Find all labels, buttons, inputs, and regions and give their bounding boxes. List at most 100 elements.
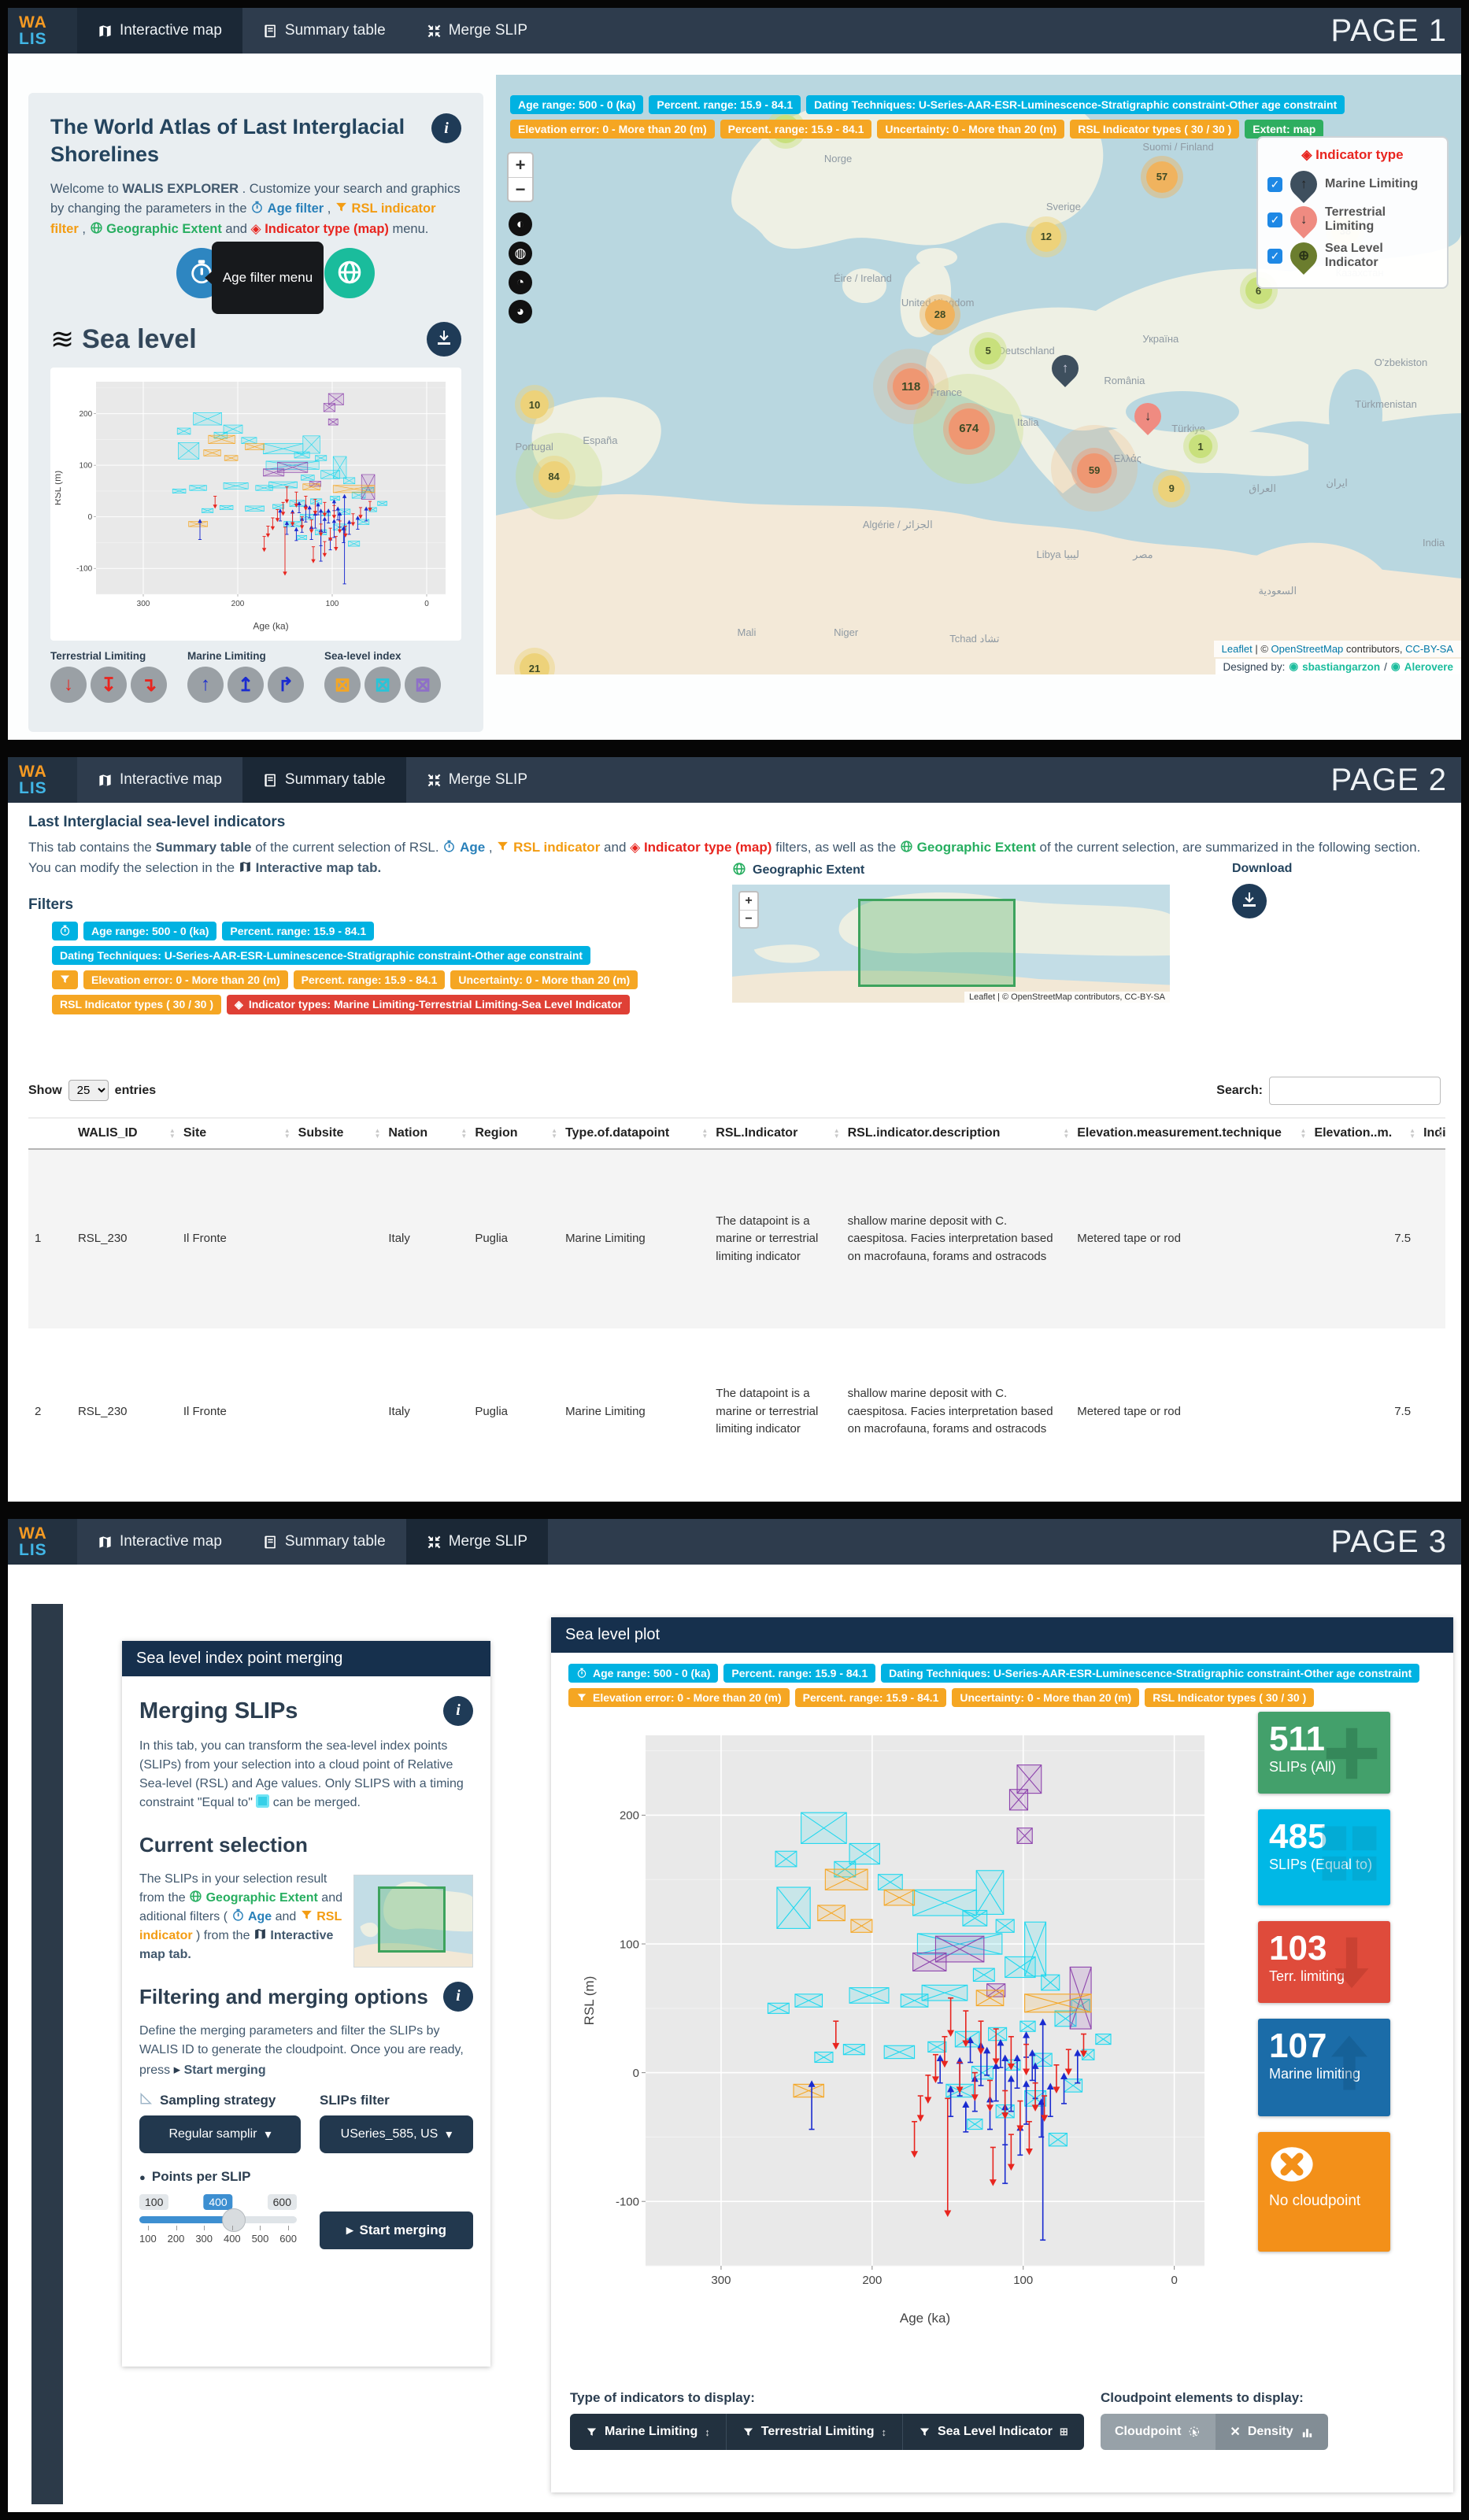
map-cluster-57[interactable]: 57 [1145,161,1178,193]
tab-interactive-map[interactable]: Interactive map [77,757,242,803]
toggle-terrestrial-limiting[interactable]: Terrestrial Limiting ↕ [726,2414,903,2450]
selection-text: The SLIPs in your selection result from … [139,1872,342,1961]
map-layer-button[interactable]: ◍ [509,242,532,265]
tab-merge-slip[interactable]: Merge SLIP [406,8,548,54]
page-size-select[interactable]: 25 [68,1080,109,1101]
zoom-out-button[interactable]: − [509,177,532,201]
geographic-extent-block: Geographic Extent + − Leaflet | © OpenStr… [732,862,1170,1003]
map-cluster-10[interactable]: 10 [520,390,549,419]
column-header-RSL.Indicator[interactable]: RSL.Indicator ▲ ▼ [709,1118,842,1150]
plot-legend: Terrestrial Limiting ↓ ↧ ↴ Marine Limiting ↑ ↥… [50,650,461,704]
map-style-button[interactable]: ◕ [509,300,532,323]
tab-summary-table[interactable]: Summary table [242,8,406,54]
map-mode-button[interactable]: ◔ [509,271,532,294]
column-header-Indicator[interactable]: Indicator▲▼ [1417,1118,1445,1150]
minimap-zoom-out[interactable]: − [740,910,757,927]
sampling-strategy-select[interactable]: Regular samplir ▾ [139,2115,301,2153]
walis-logo[interactable]: WA LIS [8,1519,77,1565]
map-cluster-674[interactable]: 674 [948,408,990,449]
toggle-marine-limiting[interactable]: Marine Limiting ↕ [570,2414,727,2450]
map-cluster-5[interactable]: 5 [975,337,1002,364]
filter-badge: Dating Techniques: U-Series-AAR-ESR-Lumi… [52,945,591,965]
map-cluster-21[interactable]: 21 [520,653,550,674]
legend-checkbox[interactable]: ✓ [1267,248,1282,264]
map-cluster-84[interactable]: 84 [538,460,570,493]
slips-filter-select[interactable]: USeries_585, US ▾ [320,2115,473,2153]
stopwatch-icon [231,1908,248,1923]
page-2: WA LIS Interactive map Summary table Merge… [8,757,1461,1502]
legend-symbol[interactable]: ⊠ [324,667,361,704]
filter-badge: Uncertainty: 0 - More than 20 (m) [877,120,1065,139]
info-icon[interactable]: i [443,1981,473,2012]
column-header-Site[interactable]: Site ▲ ▼ [176,1118,292,1150]
info-icon[interactable]: i [443,1695,473,1726]
geo-extent-button[interactable] [324,248,375,299]
license-link[interactable]: CC-BY-SA [1405,643,1453,655]
designer1-link[interactable]: sbastiangarzon [1302,660,1381,673]
walis-logo[interactable]: WA LIS [8,8,77,54]
info-icon[interactable]: i [431,113,461,143]
legend-symbol[interactable]: ↓ [50,667,87,704]
map-country-label: العراق [1249,482,1276,495]
map-cluster-1[interactable]: 1 [1188,434,1212,459]
toggle-sea-level-indicator[interactable]: Sea Level Indicator ⊞ [902,2414,1084,2450]
legend-symbol[interactable]: ↥ [228,667,264,704]
stat-cards: 511 SLIPs (All) 485 SLIPs (Equal to) 103 Terr… [1258,1712,1390,2252]
map-cluster-118[interactable]: 118 [893,368,930,405]
map-contrast-button[interactable]: ◐ [509,212,532,236]
filter-badge: Percent. range: 15.9 - 84.1 [649,95,801,114]
legend-symbol[interactable]: ↑ [187,667,224,704]
column-header-Region[interactable]: Region ▲ ▼ [468,1118,560,1150]
column-header-WALIS_ID[interactable]: WALIS_ID ▲ ▼ [71,1118,177,1150]
legend-symbol[interactable]: ⊠ [405,667,441,704]
extent-minimap[interactable]: + − Leaflet | © OpenStreetMap contributor… [732,885,1170,1003]
tab-interactive-map[interactable]: Interactive map [77,8,242,54]
column-header-Type.of.datapoint[interactable]: Type.of.datapoint ▲ ▼ [559,1118,710,1150]
legend-checkbox[interactable]: ✓ [1267,176,1282,192]
osm-link[interactable]: OpenStreetMap [1271,643,1344,655]
map-cluster-28[interactable]: 28 [924,299,955,330]
map-cluster-9[interactable]: 9 [1158,475,1186,502]
points-per-slip-slider[interactable]: 100 400 600 100 200 300 400 500 600 [139,2194,297,2245]
legend-symbol[interactable]: ⊠ [364,667,401,704]
legend-symbol[interactable]: ↱ [268,667,304,704]
legend-symbol[interactable]: ↧ [91,667,127,704]
map-cluster-59[interactable]: 59 [1077,453,1112,488]
legend-checkbox[interactable]: ✓ [1267,212,1282,227]
svg-text:RSL (m): RSL (m) [55,471,63,505]
selection-minimap [353,1875,473,1968]
toggle-density[interactable]: ✕ Density [1216,2414,1328,2450]
slider-thumb[interactable] [222,2208,246,2232]
sea-level-plot-small: 300 200 100 0 -100 0 100 200 [50,368,461,641]
map-cluster-12[interactable]: 12 [1031,221,1061,252]
download-plot-button[interactable] [427,322,461,357]
download-table-button[interactable] [1232,884,1267,918]
search-input[interactable] [1269,1077,1441,1105]
svg-text:0: 0 [424,600,429,608]
column-header-Elevation..m.[interactable]: Elevation..m. ▲ ▼ [1308,1118,1418,1150]
column-header-Elevation.measurement.technique[interactable]: Elevation.measurement.technique ▲ ▼ [1071,1118,1308,1150]
minimap-zoom-in[interactable]: + [745,894,753,907]
leaflet-link[interactable]: Leaflet [1221,643,1253,655]
legend-symbol[interactable]: ↴ [131,667,167,704]
toggle-cloudpoint[interactable]: Cloudpoint [1101,2414,1216,2450]
column-header-Subsite[interactable]: Subsite ▲ ▼ [291,1118,383,1150]
zoom-in-button[interactable]: + [515,155,526,175]
map-country-label: Éire / Ireland [834,272,892,285]
tab-summary-table[interactable]: Summary table [242,1519,406,1565]
tab-merge-slip[interactable]: Merge SLIP [406,757,548,803]
walis-logo[interactable]: WA LIS [8,757,77,803]
filter-badge: Elevation error: 0 - More than 20 (m) [83,970,288,989]
start-merging-button[interactable]: ▸ Start merging [320,2211,473,2249]
column-header-RSL.indicator.description[interactable]: RSL.indicator.description ▲ ▼ [841,1118,1071,1150]
tab-interactive-map[interactable]: Interactive map [77,1519,242,1565]
filter-badge: Percent. range: 15.9 - 84.1 [723,1664,876,1683]
interactive-map[interactable]: Age range: 500 - 0 (ka) Percent. range: 1… [496,75,1461,674]
tab-summary-table[interactable]: Summary table [242,757,406,803]
column-header-Nation[interactable]: Nation ▲ ▼ [382,1118,469,1150]
table-cell: Italy [388,1232,410,1246]
extent-rectangle[interactable] [858,899,1016,987]
table-cell: Metered tape or rod [1077,1404,1181,1418]
tab-merge-slip[interactable]: Merge SLIP [405,1519,549,1565]
designer2-link[interactable]: Alerovere [1404,660,1453,673]
